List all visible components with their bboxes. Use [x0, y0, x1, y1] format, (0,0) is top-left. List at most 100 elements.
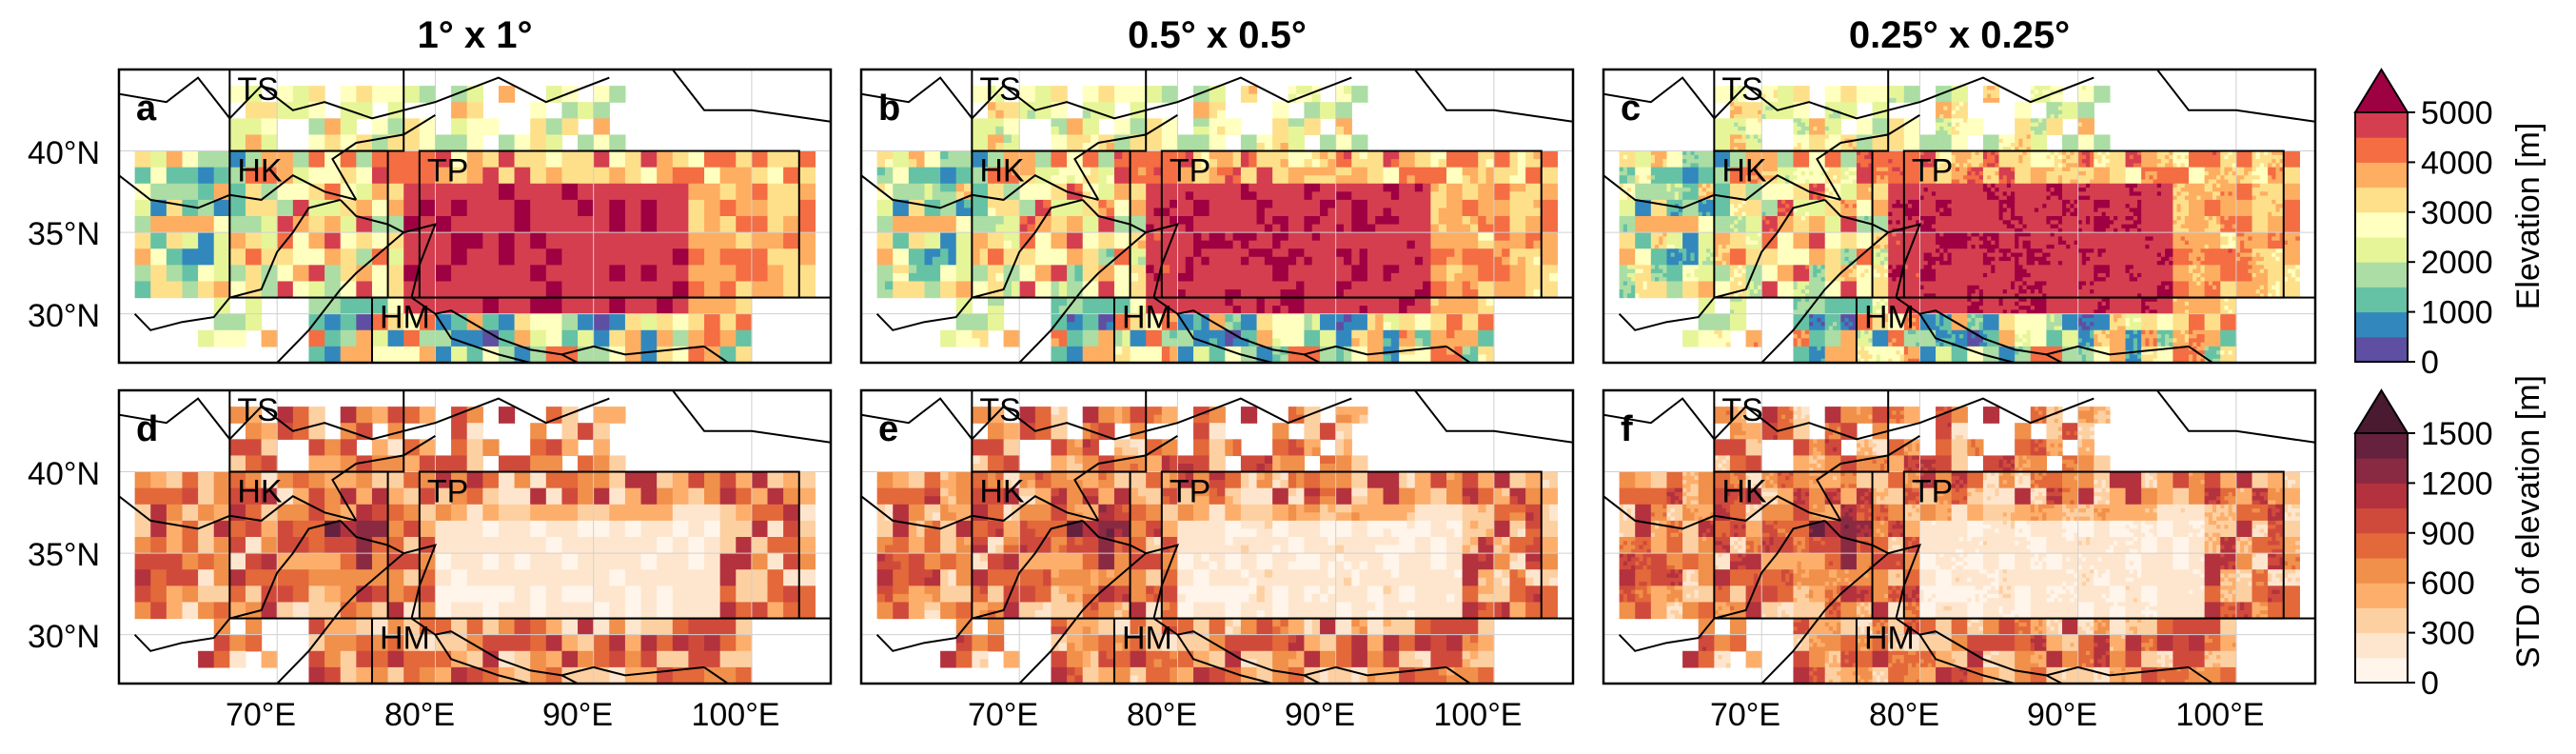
grid-cell: [2097, 143, 2103, 148]
grid-cell: [1288, 208, 1297, 217]
grid-cell: [2094, 147, 2099, 152]
grid-cell: [1130, 143, 1139, 152]
grid-cell: [1264, 329, 1273, 339]
grid-cell: [514, 183, 531, 201]
grid-cell: [1777, 106, 1782, 111]
grid-cell: [1311, 175, 1321, 185]
grid-cell: [1406, 329, 1416, 339]
grid-cell: [1749, 109, 1755, 115]
grid-cell: [1793, 150, 1799, 156]
grid-cell: [1714, 134, 1720, 140]
grid-cell: [1249, 93, 1258, 103]
grid-cell: [1304, 191, 1313, 201]
grid-cell: [1185, 354, 1194, 363]
grid-cell: [466, 265, 483, 283]
grid-cell: [1351, 208, 1361, 217]
grid-cell: [1868, 126, 1874, 131]
grid-cell: [1769, 114, 1775, 119]
grid-cell: [1414, 183, 1424, 192]
grid-cell: [2097, 134, 2103, 140]
grid-cell: [1225, 248, 1234, 258]
grid-cell: [2125, 159, 2131, 164]
grid-cell: [1706, 167, 1711, 172]
grid-cell: [1399, 248, 1408, 258]
grid-cell: [1011, 143, 1020, 152]
grid-cell: [1773, 170, 1779, 176]
grid-cell: [2022, 150, 2028, 156]
border-line: [1414, 69, 1573, 123]
grid-cell: [1729, 163, 1735, 169]
grid-cell: [1327, 313, 1337, 323]
grid-cell: [1327, 175, 1337, 185]
grid-cell: [435, 265, 452, 283]
grid-cell: [1761, 89, 1766, 95]
grid-cell: [2193, 150, 2197, 156]
grid-cell: [1896, 159, 1901, 164]
grid-cell: [2022, 102, 2028, 108]
grid-cell: [1091, 109, 1099, 119]
grid-cell: [1509, 167, 1519, 176]
grid-cell: [1758, 150, 1762, 156]
grid-cell: [1106, 109, 1115, 119]
grid-cell: [1335, 109, 1345, 119]
grid-cell: [1493, 281, 1503, 290]
grid-cell: [2026, 102, 2032, 108]
grid-cell: [2184, 154, 2190, 160]
grid-cell: [1256, 256, 1266, 266]
grid-cell: [578, 232, 595, 249]
grid-cell: [1678, 150, 1683, 156]
grid-cell: [1923, 143, 1929, 148]
grid-cell: [1721, 154, 1727, 160]
grid-cell: [1359, 232, 1368, 242]
grid-cell: [1860, 138, 1865, 144]
grid-cell: [1864, 159, 1870, 164]
grid-cell: [1943, 150, 1949, 156]
grid-cell: [435, 281, 452, 299]
grid-cell: [2153, 150, 2158, 156]
grid-cell: [1122, 134, 1131, 144]
grid-cell: [2101, 163, 2107, 169]
grid-cell: [657, 329, 674, 347]
grid-cell: [1051, 338, 1060, 347]
grid-cell: [1533, 175, 1543, 185]
grid-cell: [1864, 147, 1870, 152]
grid-cell: [1091, 265, 1099, 274]
grid-cell: [1734, 159, 1739, 164]
grid-cell: [640, 167, 658, 185]
grid-cell: [2097, 86, 2103, 90]
grid-cell: [245, 248, 263, 266]
grid-cell: [1525, 256, 1535, 266]
grid-cell: [1879, 89, 1885, 95]
grid-cell: [530, 167, 547, 185]
grid-cell: [371, 86, 389, 103]
grid-cell: [2057, 93, 2063, 99]
grid-cell: [1367, 272, 1376, 283]
grid-cell: [1264, 150, 1273, 160]
grid-cell: [1320, 306, 1328, 315]
grid-cell: [1734, 118, 1739, 124]
grid-cell: [1856, 118, 1861, 124]
grid-cell: [1879, 93, 1885, 99]
grid-cell: [916, 167, 926, 176]
grid-cell: [609, 216, 626, 233]
grid-cell: [1927, 143, 1933, 148]
grid-cell: [1837, 167, 1841, 172]
grid-cell: [387, 248, 404, 266]
grid-cell: [1745, 134, 1751, 140]
grid-cell: [578, 329, 595, 347]
grid-cell: [1947, 106, 1953, 111]
grid-cell: [2002, 150, 2008, 156]
grid-cell: [1153, 322, 1163, 331]
grid-cell: [1773, 179, 1779, 185]
grid-cell: [2046, 102, 2052, 108]
grid-cell: [751, 167, 769, 185]
grid-cell: [1232, 126, 1242, 136]
grid-cell: [1390, 354, 1400, 363]
grid-cell: [1320, 354, 1328, 363]
grid-cell: [2074, 109, 2079, 115]
grid-cell: [1161, 216, 1170, 226]
grid-cell: [1390, 248, 1400, 258]
grid-cell: [1837, 154, 1841, 160]
grid-cell: [1074, 143, 1084, 152]
grid-cell: [1327, 167, 1337, 176]
